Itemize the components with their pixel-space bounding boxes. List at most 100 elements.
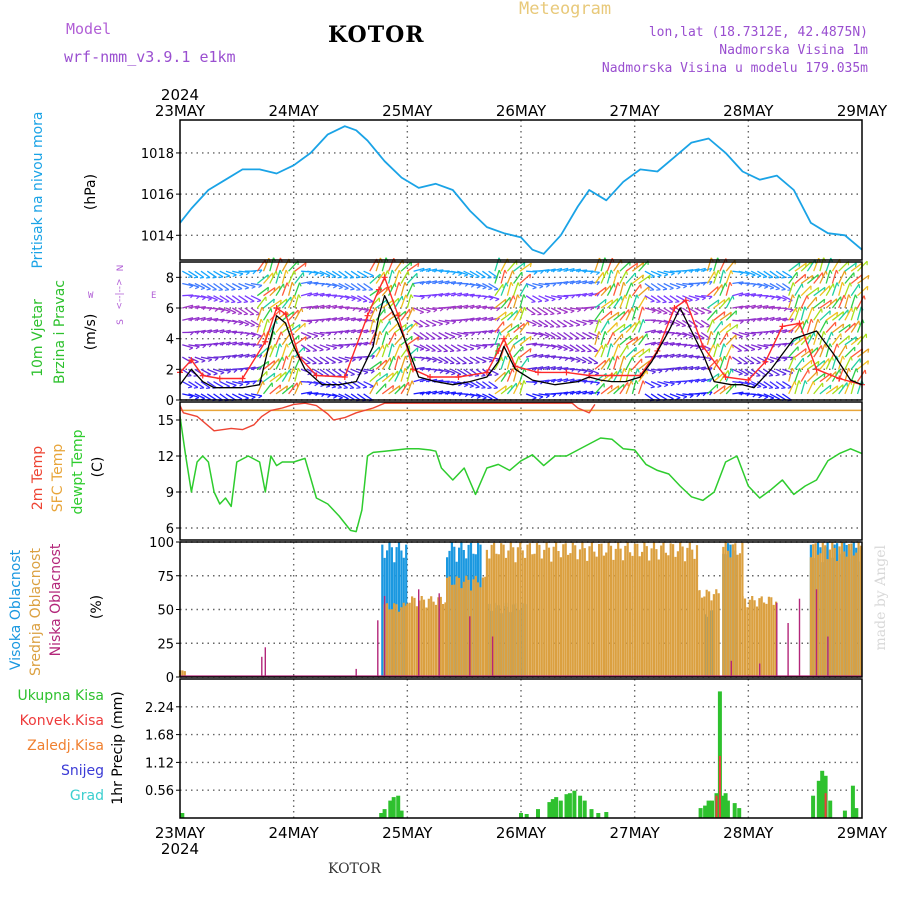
wind-barb: [850, 306, 857, 321]
wind-barb: [506, 368, 514, 382]
wind-barb: [207, 329, 219, 334]
wind-barb: [638, 286, 650, 297]
wind-barb-feather: [398, 282, 402, 287]
wind-barb: [650, 282, 661, 291]
wind-barb-feather: [458, 383, 463, 387]
chart-text: 23MAY23MAY24MAY24MAY25MAY25MAY26MAY26MAY…: [8, 86, 888, 858]
wind-barb: [588, 281, 600, 285]
wind-barb: [844, 282, 851, 296]
wind-barb: [369, 258, 378, 272]
wind-barb: [432, 269, 444, 272]
wind-barb: [307, 292, 319, 297]
wind-barb: [838, 323, 851, 334]
wind-barb: [644, 393, 655, 401]
wind-barb: [457, 331, 469, 336]
wind-barb: [482, 393, 493, 400]
gust-marker: [699, 343, 706, 350]
wind-barb: [763, 381, 774, 389]
wind-barb-feather: [843, 294, 847, 300]
compass-n: N: [116, 265, 126, 272]
wind-barb: [637, 306, 644, 321]
wind-barb: [569, 356, 581, 362]
wind-barb-feather: [842, 323, 845, 329]
wind-barb: [269, 285, 281, 297]
wind-barb: [819, 270, 827, 284]
wind-barb: [250, 269, 263, 272]
wind-barb: [450, 270, 463, 275]
wind-barb: [644, 282, 655, 291]
wind-barb-feather: [550, 313, 555, 316]
wind-barb: [744, 270, 756, 276]
wind-barb-feather: [576, 360, 581, 363]
wind-barb: [288, 294, 295, 309]
wind-barb: [719, 332, 728, 346]
panel-frame-wind: [179, 261, 863, 401]
wind-barb-feather: [604, 331, 608, 336]
wind-barb-feather: [790, 318, 794, 323]
wind-barb: [619, 309, 630, 321]
wind-barb: [494, 298, 507, 309]
wind-barb-feather: [596, 305, 600, 310]
wind-barb: [825, 269, 831, 284]
wind-barb-feather: [776, 297, 781, 301]
wind-barb: [732, 292, 744, 297]
wind-barb-feather: [798, 336, 801, 341]
wind-barb: [557, 344, 568, 350]
wind-barb-feather: [737, 350, 742, 353]
wind-barb-feather: [505, 282, 509, 287]
wind-barb: [451, 281, 463, 285]
wind-barb: [519, 368, 525, 382]
wind-barb: [701, 367, 713, 370]
wind-barb: [506, 309, 518, 321]
wind-barb-feather: [850, 307, 854, 312]
wind-barb: [363, 295, 374, 303]
wind-barb-feather: [790, 342, 794, 347]
wind-barb: [532, 295, 543, 302]
wind-barb: [357, 341, 369, 346]
wind-barb: [751, 293, 763, 297]
wind-barb: [631, 294, 638, 309]
wind-barb: [332, 305, 344, 309]
wind-barb-feather: [683, 285, 688, 289]
wind-barb: [281, 332, 291, 346]
wind-barb-feather: [829, 385, 832, 390]
wind-barb-feather: [213, 299, 218, 302]
wind-barb-feather: [568, 338, 573, 340]
wind-barb: [332, 282, 343, 288]
precip-total-bar: [811, 795, 816, 818]
wind-barb-feather: [325, 275, 331, 278]
wind-barb-feather: [404, 355, 408, 360]
wind-barb: [269, 372, 282, 383]
wind-barb: [569, 378, 581, 383]
wind-barb: [638, 360, 651, 370]
wind-barb: [744, 356, 755, 364]
wind-barb-feather: [774, 276, 779, 279]
wind-barb: [488, 270, 498, 279]
wind-barb-feather: [392, 385, 395, 390]
wind-barb: [263, 360, 275, 370]
wind-barb: [701, 280, 713, 285]
wind-barb: [250, 307, 261, 315]
wind-barb: [188, 356, 199, 363]
wind-barb: [582, 292, 594, 297]
wind-barb-feather: [723, 343, 727, 348]
wind-barb-feather: [258, 284, 263, 289]
wind-barb-feather: [189, 347, 194, 351]
wind-barb: [506, 295, 515, 309]
wind-barb: [325, 270, 337, 278]
wind-barb: [219, 341, 231, 346]
wind-barb: [600, 320, 609, 333]
wind-barb-feather: [523, 294, 527, 299]
wind-barb-feather: [720, 357, 723, 362]
wind-barb: [612, 282, 619, 296]
wind-barb-feather: [768, 374, 773, 377]
wind-barb: [582, 280, 594, 285]
wind-barb-feather: [250, 324, 255, 327]
wind-barb: [413, 307, 424, 313]
wind-barb: [588, 391, 600, 395]
wind-barb: [506, 334, 518, 346]
wind-barb: [513, 262, 526, 272]
wind-barb: [200, 317, 212, 321]
wind-barb-feather: [193, 276, 198, 279]
wind-barb-feather: [320, 273, 325, 277]
